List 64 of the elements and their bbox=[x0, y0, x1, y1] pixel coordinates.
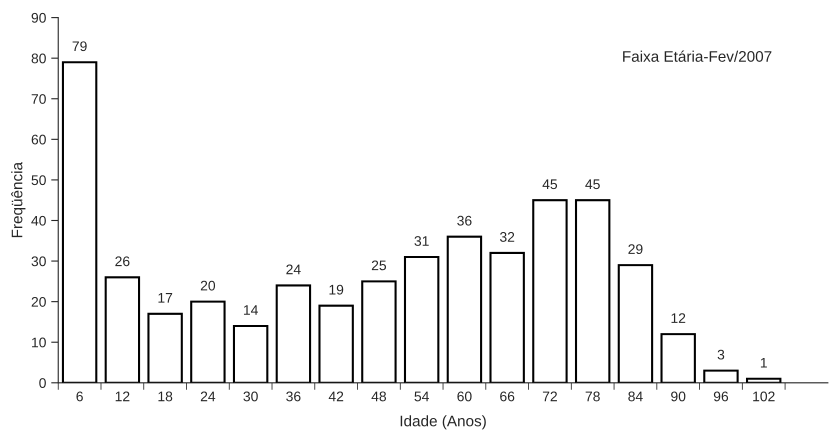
data-label: 3 bbox=[718, 350, 724, 360]
x-tick-label: 30 bbox=[243, 392, 258, 402]
x-tick-label: 72 bbox=[542, 392, 557, 402]
bar bbox=[318, 304, 354, 383]
data-label: 1 bbox=[760, 358, 767, 368]
x-tick-label: 60 bbox=[457, 392, 472, 402]
data-label: 36 bbox=[457, 216, 472, 226]
y-tick-label: 80 bbox=[32, 54, 46, 64]
x-tick-label: 48 bbox=[372, 392, 386, 402]
bar bbox=[446, 236, 482, 383]
y-tick-label: 30 bbox=[32, 256, 46, 266]
bar bbox=[190, 300, 226, 383]
y-tick-label: 40 bbox=[31, 216, 46, 226]
data-label: 45 bbox=[585, 179, 600, 190]
bar bbox=[618, 264, 654, 383]
x-tick-label: 54 bbox=[414, 392, 429, 402]
y-tick-label: 10 bbox=[32, 338, 46, 348]
data-label: 24 bbox=[286, 264, 301, 274]
y-tick-label: 90 bbox=[32, 12, 46, 23]
data-label: 79 bbox=[72, 41, 87, 52]
y-tick-label: 0 bbox=[39, 378, 46, 388]
y-tick-label: 20 bbox=[32, 296, 46, 307]
data-label: 29 bbox=[628, 244, 643, 254]
bar bbox=[703, 370, 739, 383]
x-tick-label: 102 bbox=[753, 392, 775, 402]
data-label: 32 bbox=[500, 232, 514, 242]
data-label: 26 bbox=[115, 256, 130, 266]
bar bbox=[232, 324, 268, 383]
x-tick-label: 24 bbox=[200, 392, 216, 402]
x-axis-title: Idade (Anos) bbox=[400, 415, 486, 430]
bar bbox=[574, 199, 610, 383]
bar bbox=[746, 378, 782, 383]
bar bbox=[660, 333, 696, 383]
bar bbox=[532, 199, 568, 383]
data-label: 19 bbox=[329, 284, 344, 295]
bar bbox=[404, 256, 440, 383]
y-axis-title: Freqüência bbox=[11, 162, 26, 238]
data-label: 25 bbox=[372, 260, 386, 270]
x-tick-label: 66 bbox=[500, 392, 514, 402]
x-tick-label: 18 bbox=[158, 392, 172, 402]
x-tick-label: 12 bbox=[116, 392, 130, 402]
x-tick-label: 84 bbox=[628, 392, 643, 402]
data-label: 31 bbox=[414, 236, 429, 246]
data-label: 14 bbox=[244, 305, 258, 315]
x-tick-label: 6 bbox=[76, 392, 83, 402]
x-tick-label: 96 bbox=[714, 392, 728, 402]
data-label: 20 bbox=[200, 280, 216, 291]
x-tick-label: 90 bbox=[671, 392, 686, 402]
bar bbox=[489, 252, 525, 383]
bar bbox=[276, 284, 312, 383]
x-tick-label: 78 bbox=[586, 392, 600, 402]
y-tick-label: 50 bbox=[32, 175, 46, 186]
bar bbox=[104, 276, 140, 383]
data-label: 17 bbox=[158, 293, 172, 303]
data-label: 45 bbox=[542, 179, 558, 190]
y-tick-label: 60 bbox=[32, 134, 46, 145]
bar bbox=[361, 280, 397, 383]
x-tick-label: 36 bbox=[286, 392, 301, 402]
bar bbox=[147, 312, 183, 383]
bar bbox=[62, 61, 98, 383]
data-label: 12 bbox=[672, 313, 686, 323]
text: Faixa Etária-Fev/2007 bbox=[623, 50, 772, 62]
x-tick-label: 42 bbox=[328, 392, 344, 402]
y-tick-label: 70 bbox=[32, 94, 46, 104]
